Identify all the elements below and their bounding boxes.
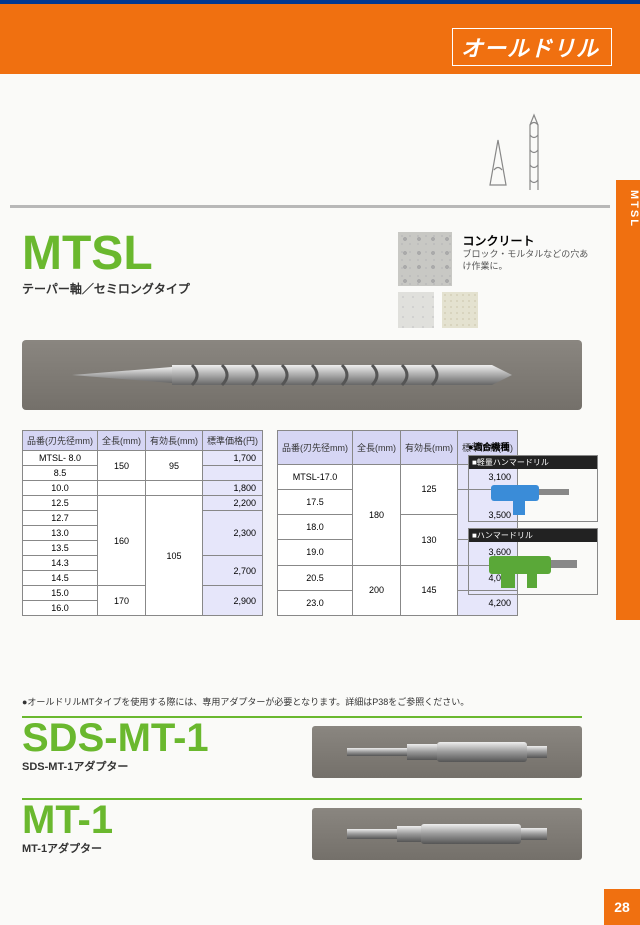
adapter-photo-1 bbox=[312, 726, 582, 778]
spec-table-1: 品番(刃先径mm)全長(mm)有効長(mm)標準価格(円)MTSL- 8.015… bbox=[22, 430, 263, 616]
compat-heading: ●適合機種 bbox=[468, 440, 598, 453]
concrete-sub: ブロック・モルタルなどの穴あけ作業に。 bbox=[462, 249, 592, 272]
compat-box-2: ■ハンマードリル bbox=[468, 528, 598, 595]
adapter-block-2: MT-1 MT-1アダプター bbox=[22, 800, 582, 856]
compat-label-2: ■ハンマードリル bbox=[469, 529, 597, 542]
swatch-small-1 bbox=[398, 292, 434, 328]
product-photo-main bbox=[22, 340, 582, 410]
mtsl-title: MTSL bbox=[22, 227, 153, 280]
adapter-title-2: MT-1 bbox=[22, 800, 113, 840]
swatch-small-2 bbox=[442, 292, 478, 328]
compat-label-1: ■軽量ハンマードリル bbox=[469, 456, 597, 469]
adapter-title-1: SDS-MT-1 bbox=[22, 718, 209, 758]
divider bbox=[10, 205, 610, 208]
concrete-swatch bbox=[398, 232, 452, 286]
adapter-note: ●オールドリルMTタイプを使用する際には、専用アダプターが必要となります。詳細は… bbox=[22, 695, 469, 708]
adapter-photo-2 bbox=[312, 808, 582, 860]
material-block: コンクリート ブロック・モルタルなどの穴あけ作業に。 bbox=[398, 232, 598, 333]
adapter-block-1: SDS-MT-1 SDS-MT-1アダプター bbox=[22, 718, 582, 774]
brand-logo: オールドリル bbox=[452, 28, 612, 66]
compatible-machines: ●適合機種 ■軽量ハンマードリル ■ハンマードリル bbox=[468, 440, 598, 601]
concrete-heading: コンクリート bbox=[462, 232, 592, 249]
page-number: 28 bbox=[604, 889, 640, 925]
compat-box-1: ■軽量ハンマードリル bbox=[468, 455, 598, 522]
drill-illustration bbox=[460, 110, 580, 200]
side-tab: MTSL bbox=[616, 180, 640, 620]
header-bar: オールドリル bbox=[0, 0, 640, 74]
spec-tables: 品番(刃先径mm)全長(mm)有効長(mm)標準価格(円)MTSL- 8.015… bbox=[22, 430, 518, 616]
